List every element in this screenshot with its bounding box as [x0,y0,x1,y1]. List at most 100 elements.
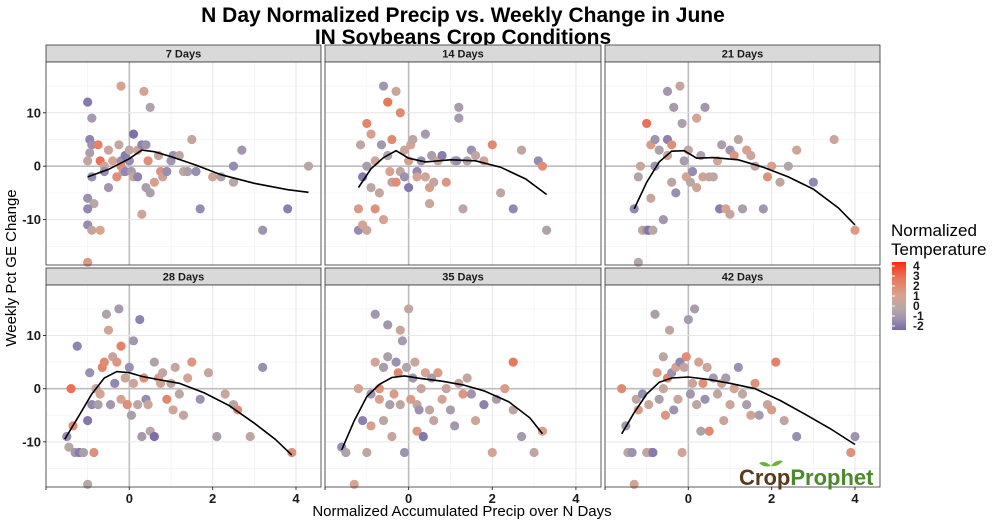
data-point [395,400,405,410]
data-point [644,400,654,410]
x-tick-label: 2 [768,491,775,506]
facet-7-days: 7 Days 10 0 -10 [22,44,322,267]
data-point [771,357,781,367]
facet-panels: 7 Days 10 0 -10 14 Days 21 Days 28 Days 10 0 -10 0… [22,44,881,506]
data-point [358,415,368,426]
data-point [93,400,103,410]
data-point [99,357,109,367]
data-point [721,373,731,383]
data-point [637,389,648,399]
data-point [93,140,103,150]
facet-14-days: 14 Days [324,44,602,266]
data-point [414,405,424,415]
data-point [537,426,548,436]
data-point [758,204,768,214]
data-point [303,161,314,171]
data-point [712,389,723,399]
x-tick-label: 4 [851,491,859,506]
data-point [654,394,664,404]
data-point [633,172,643,182]
data-point [487,447,497,458]
data-point [429,177,439,187]
data-point [675,81,685,91]
data-point [692,182,702,193]
data-point [114,304,124,314]
panel-border [45,61,322,266]
data-point [420,172,430,182]
data-point [648,225,658,235]
data-point [537,161,548,171]
data-point [420,129,430,139]
data-point [397,336,407,346]
data-point [378,214,389,225]
data-point [679,156,689,166]
data-point [617,384,627,394]
data-point [124,145,134,155]
data-point [112,172,122,182]
panel-border [604,61,881,266]
data-point [370,309,380,319]
data-point [370,357,380,367]
data-point [124,156,134,166]
panel-background [46,285,321,487]
data-point [95,389,105,399]
data-point [120,373,130,383]
data-point [725,209,735,219]
x-tick-label: 0 [685,491,692,506]
data-point [500,384,510,394]
facet-strip-label: 42 Days [722,272,764,284]
data-point [385,166,395,177]
data-point [110,378,120,388]
data-point [648,447,658,458]
data-point [83,257,93,267]
data-point [116,394,126,404]
data-point [652,368,662,378]
data-point [508,204,518,214]
data-point [108,156,118,166]
data-point [383,352,393,362]
data-point [406,394,416,404]
data-point [669,102,679,113]
data-point [387,134,397,145]
y-tick-label: 10 [27,105,41,120]
data-point [103,145,114,155]
data-point [149,431,159,442]
data-point [374,394,384,404]
y-tick-label: 0 [34,381,41,396]
data-point [719,415,729,426]
data-point [470,150,481,161]
legend-title-line-1: Normalized [891,221,977,240]
data-point [470,415,481,426]
data-point [391,86,401,96]
logo-prophet-text: Prophet [790,465,874,490]
data-point [85,148,95,158]
x-tick-label: 0 [126,491,133,506]
data-point [401,362,412,372]
data-point [362,118,372,129]
data-point [671,188,681,198]
x-tick-label: 4 [572,491,580,506]
x-tick-label: 2 [489,491,496,506]
data-point [458,204,468,214]
data-point [389,389,399,399]
loess-smooth-line [64,370,293,456]
data-point [762,172,773,182]
data-point [378,362,389,372]
data-point [792,145,802,155]
data-point [143,400,153,410]
data-point [64,442,74,452]
data-point [767,405,777,415]
data-point [128,129,139,139]
data-point [85,368,95,378]
data-point [195,394,205,404]
data-point [635,161,646,171]
data-point [366,389,376,399]
legend-tick-label: 2 [913,279,920,293]
data-point [83,156,93,166]
data-point [404,182,414,193]
data-point [479,400,489,410]
data-point [462,373,472,383]
data-point [191,166,201,177]
facet-42-days: 42 Days 0 2 4 [604,267,881,506]
